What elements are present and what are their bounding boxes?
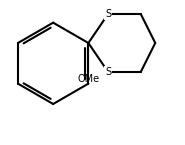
- Text: S: S: [105, 67, 111, 77]
- Text: S: S: [105, 9, 111, 19]
- Text: OMe: OMe: [77, 74, 99, 84]
